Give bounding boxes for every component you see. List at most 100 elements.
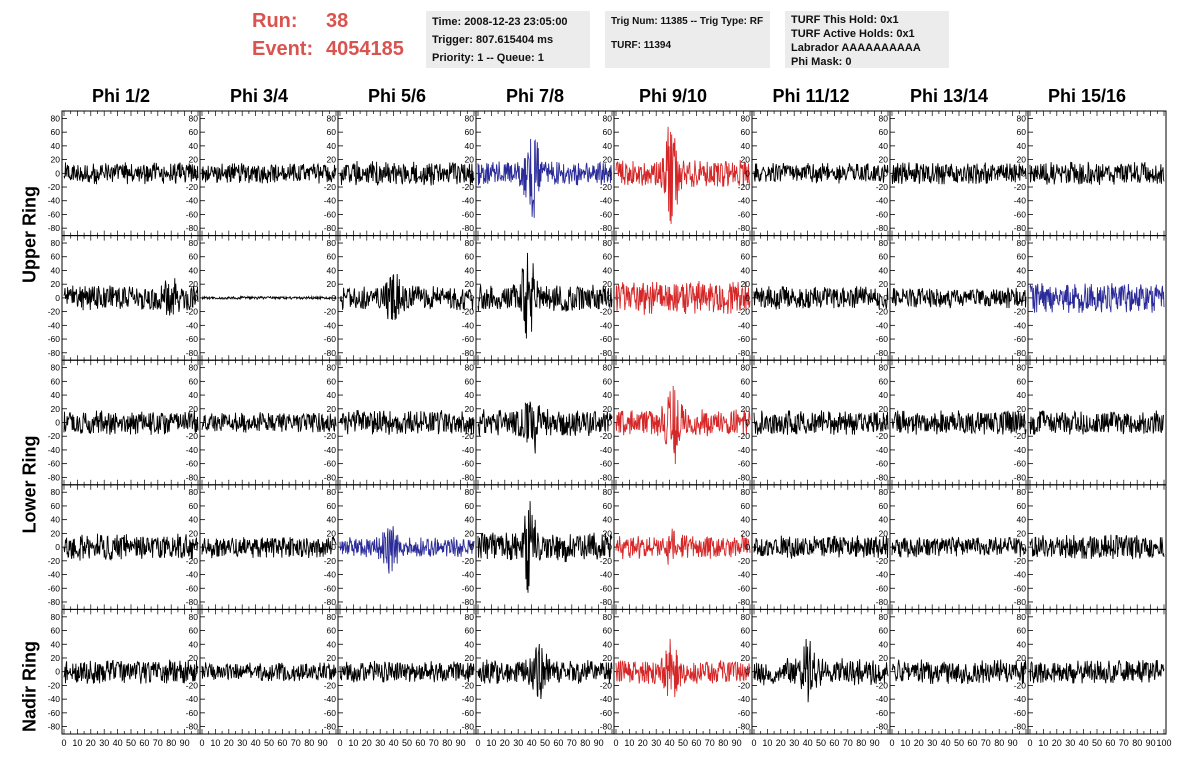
y-tick-label: 80 (51, 113, 61, 123)
y-tick-label: -80 (876, 597, 889, 607)
y-tick-label: 0 (607, 168, 612, 178)
y-tick-label: -40 (462, 445, 475, 455)
y-tick-label: -20 (48, 307, 61, 317)
panel-r2-c5: -80 -60 -40 -20 0 20 40 60 80 (738, 359, 891, 486)
x-tick-label: 20 (638, 738, 648, 748)
y-tick-label: -60 (324, 209, 337, 219)
y-tick-label: 0 (193, 168, 198, 178)
waveform-trace (477, 501, 613, 593)
y-tick-label: 20 (879, 279, 889, 289)
y-tick-label: 0 (55, 293, 60, 303)
y-tick-label: -40 (324, 445, 337, 455)
y-tick-label: 20 (603, 653, 613, 663)
y-tick-label: -20 (600, 556, 613, 566)
waveform-trace (63, 162, 199, 185)
y-tick-label: -60 (876, 209, 889, 219)
y-tick-label: 20 (879, 404, 889, 414)
y-tick-label: 20 (603, 155, 613, 165)
y-tick-label: 40 (1017, 265, 1027, 275)
panel-r3-c5: -80 -60 -40 -20 0 20 40 60 80 (738, 484, 891, 610)
y-tick-label: 0 (331, 667, 336, 677)
y-tick-label: 40 (603, 515, 613, 525)
y-tick-label: -60 (48, 583, 61, 593)
x-tick-label: 60 (1105, 738, 1115, 748)
x-tick-label: 40 (941, 738, 951, 748)
y-tick-label: -40 (186, 445, 199, 455)
waveform-trace (615, 638, 751, 698)
x-tick-label: 0 (889, 738, 894, 748)
y-tick-label: 80 (465, 363, 475, 373)
y-tick-label: -20 (738, 307, 751, 317)
waveform-trace (1029, 161, 1165, 185)
y-tick-label: 40 (603, 390, 613, 400)
y-tick-label: -60 (48, 334, 61, 344)
panel-r0-c5: -80 -60 -40 -20 0 20 40 60 80 (738, 110, 891, 237)
waveform-trace (1029, 283, 1165, 313)
x-tick-label: 40 (251, 738, 261, 748)
panel-r0-c2: -80 -60 -40 -20 0 20 40 60 80 (324, 110, 477, 237)
y-tick-label: 80 (741, 363, 751, 373)
y-tick-label: 0 (883, 542, 888, 552)
y-tick-label: 0 (1021, 542, 1026, 552)
y-tick-label: -60 (186, 334, 199, 344)
waveform-trace (753, 286, 889, 310)
y-tick-label: 20 (327, 404, 337, 414)
y-tick-label: 20 (327, 653, 337, 663)
y-tick-label: -80 (600, 348, 613, 358)
waveform-trace (477, 401, 613, 454)
y-tick-label: 20 (189, 404, 199, 414)
y-tick-label: -80 (48, 223, 61, 233)
y-tick-label: -60 (738, 708, 751, 718)
y-tick-label: -80 (186, 722, 199, 732)
y-tick-label: 60 (327, 501, 337, 511)
y-tick-label: 60 (465, 626, 475, 636)
y-tick-label: -80 (462, 223, 475, 233)
x-tick-label: 30 (651, 738, 661, 748)
y-tick-label: 0 (55, 542, 60, 552)
y-tick-label: -80 (876, 722, 889, 732)
y-tick-label: -80 (462, 348, 475, 358)
y-tick-label: -20 (600, 307, 613, 317)
y-tick-label: 0 (193, 418, 198, 428)
panel-r1-c1: -80 -60 -40 -20 0 20 40 60 80 (186, 235, 339, 361)
y-tick-label: -80 (600, 597, 613, 607)
y-tick-label: 60 (1017, 501, 1027, 511)
y-tick-label: 40 (1017, 390, 1027, 400)
panel-r0-c6: -80 -60 -40 -20 0 20 40 60 80 (876, 110, 1029, 237)
y-tick-label: 20 (465, 528, 475, 538)
y-tick-label: -40 (324, 196, 337, 206)
y-tick-label: 80 (879, 612, 889, 622)
y-tick-label: -60 (324, 708, 337, 718)
panel-r2-c2: -80 -60 -40 -20 0 20 40 60 80 (324, 359, 477, 486)
event-value: 4054185 (326, 38, 404, 60)
x-tick-label: 80 (994, 738, 1004, 748)
y-tick-label: 60 (51, 376, 61, 386)
y-tick-label: -80 (48, 472, 61, 482)
x-tick-label: 30 (1065, 738, 1075, 748)
x-tick-label: 30 (513, 738, 523, 748)
turf-info-box: TURF This Hold: 0x1 TURF Active Holds: 0… (785, 11, 949, 68)
y-tick-label: 80 (879, 113, 889, 123)
y-tick-label: 40 (327, 515, 337, 525)
y-tick-label: 80 (189, 612, 199, 622)
y-tick-label: -20 (324, 182, 337, 192)
x-tick-label: 30 (237, 738, 247, 748)
y-tick-label: -80 (1014, 223, 1027, 233)
y-tick-label: -20 (738, 556, 751, 566)
y-tick-label: 40 (327, 390, 337, 400)
y-tick-label: -60 (600, 459, 613, 469)
x-tick-label: 10 (624, 738, 634, 748)
y-tick-label: 40 (879, 639, 889, 649)
y-tick-label: 20 (189, 279, 199, 289)
time-text: Time: 2008-12-23 23:05:00 (432, 16, 568, 28)
y-tick-label: 20 (327, 155, 337, 165)
y-tick-label: -80 (738, 722, 751, 732)
x-tick-label: 80 (166, 738, 176, 748)
x-tick-label: 90 (1146, 738, 1156, 748)
y-tick-label: -40 (738, 570, 751, 580)
panel-r3-c6: -80 -60 -40 -20 0 20 40 60 80 (876, 484, 1029, 610)
waveform-trace (477, 643, 613, 700)
panel-r3-c3: -80 -60 -40 -20 0 20 40 60 80 (462, 484, 615, 610)
panel-r1-c5: -80 -60 -40 -20 0 20 40 60 80 (738, 235, 891, 361)
y-tick-label: 0 (193, 667, 198, 677)
